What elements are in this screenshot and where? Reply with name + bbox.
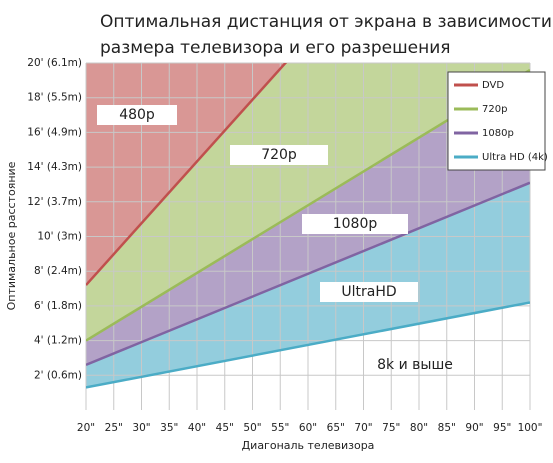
x-tick-label: 20" xyxy=(77,422,95,434)
y-tick-label: 4' (1.2m) xyxy=(34,335,82,347)
x-tick-label: 60" xyxy=(299,422,317,434)
chart-title: Оптимальная дистанция от экрана в зависи… xyxy=(100,12,553,32)
legend-label: 720p xyxy=(482,104,507,115)
x-tick-label: 80" xyxy=(410,422,428,434)
y-tick-label: 2' (0.6m) xyxy=(34,369,82,381)
x-tick-label: 30" xyxy=(132,422,150,434)
y-tick-label: 12' (3.7m) xyxy=(27,196,82,208)
x-tick-label: 100" xyxy=(518,422,543,434)
x-axis-label: Диагональ телевизора xyxy=(242,439,375,452)
y-tick-label: 14' (4.3m) xyxy=(27,161,82,173)
annotation: 1080p xyxy=(333,216,378,232)
y-tick-label: 6' (1.8m) xyxy=(34,300,82,312)
x-tick-label: 95" xyxy=(493,422,511,434)
annotation-box xyxy=(320,282,418,302)
annotation: 720p xyxy=(261,147,297,163)
annotation: UltraHD xyxy=(341,284,396,300)
annotation: 8k и выше xyxy=(377,357,453,373)
series-line xyxy=(86,63,288,286)
x-tick-label: 70" xyxy=(354,422,372,434)
annotation: 480p xyxy=(119,107,155,123)
x-tick-label: 85" xyxy=(438,422,456,434)
y-tick-label: 18' (5.5m) xyxy=(27,92,82,104)
series-line xyxy=(86,301,530,389)
x-tick-label: 40" xyxy=(188,422,206,434)
x-tick-label: 50" xyxy=(243,422,261,434)
series-line xyxy=(86,181,530,367)
x-tick-label: 55" xyxy=(271,422,289,434)
y-tick-label: 8' (2.4m) xyxy=(34,265,82,277)
y-tick-label: 10' (3m) xyxy=(37,231,82,243)
x-tick-label: 35" xyxy=(160,422,178,434)
x-tick-label: 45" xyxy=(216,422,234,434)
y-axis-label: Оптимальное расстояние xyxy=(5,161,18,310)
legend-box xyxy=(447,71,546,171)
legend-label: Ultra HD (4k) xyxy=(482,152,548,163)
annotation-box xyxy=(230,145,328,165)
x-tick-label: 75" xyxy=(382,422,400,434)
legend-label: DVD xyxy=(482,80,504,91)
y-tick-label: 16' (4.9m) xyxy=(27,126,82,138)
chart-title: размера телевизора и его разрешения xyxy=(100,38,451,58)
x-tick-label: 65" xyxy=(327,422,345,434)
annotation-box xyxy=(97,105,177,125)
legend-label: 1080p xyxy=(482,128,514,139)
x-tick-label: 25" xyxy=(105,422,123,434)
y-tick-label: 20' (6.1m) xyxy=(27,57,82,69)
annotation-box xyxy=(302,214,408,234)
x-tick-label: 90" xyxy=(465,422,483,434)
